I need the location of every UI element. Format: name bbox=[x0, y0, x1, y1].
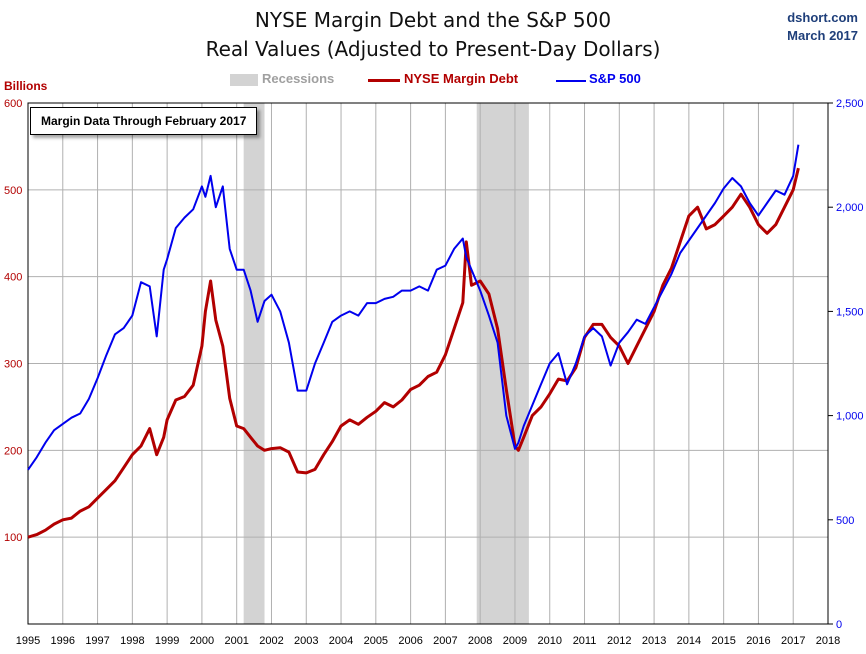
x-tick-label: 1997 bbox=[85, 635, 109, 647]
y-right-tick-label: 500 bbox=[836, 515, 854, 527]
x-tick-label: 2005 bbox=[364, 635, 388, 647]
credit-date: March 2017 bbox=[787, 28, 858, 43]
y-left-tick-label: 400 bbox=[4, 272, 22, 284]
x-tick-label: 2003 bbox=[294, 635, 318, 647]
x-tick-label: 2007 bbox=[433, 635, 457, 647]
x-tick-label: 1998 bbox=[120, 635, 144, 647]
chart-subtitle: Real Values (Adjusted to Present-Day Dol… bbox=[205, 37, 661, 61]
x-tick-label: 2002 bbox=[259, 635, 283, 647]
legend-label-margin: NYSE Margin Debt bbox=[404, 71, 519, 86]
x-tick-label: 1995 bbox=[16, 635, 40, 647]
x-tick-label: 2012 bbox=[607, 635, 631, 647]
x-tick-label: 1996 bbox=[51, 635, 75, 647]
x-tick-label: 2015 bbox=[711, 635, 735, 647]
y-right-tick-label: 1,000 bbox=[836, 411, 864, 423]
legend-label-recessions: Recessions bbox=[262, 71, 335, 86]
y-right-tick-label: 0 bbox=[836, 619, 842, 631]
x-tick-label: 2008 bbox=[468, 635, 492, 647]
x-tick-label: 2006 bbox=[398, 635, 422, 647]
x-tick-label: 2014 bbox=[677, 635, 701, 647]
legend-swatch-sp500 bbox=[556, 80, 586, 82]
legend-swatch-margin bbox=[368, 79, 400, 82]
y-left-tick-label: 300 bbox=[4, 359, 22, 371]
x-tick-label: 2017 bbox=[781, 635, 805, 647]
x-tick-label: 2009 bbox=[503, 635, 527, 647]
plot-frame bbox=[27, 102, 829, 625]
credit-site: dshort.com bbox=[787, 10, 858, 25]
y-right-tick-label: 1,500 bbox=[836, 306, 864, 318]
annotation-box: Margin Data Through February 2017 bbox=[30, 107, 258, 135]
x-tick-label: 2018 bbox=[816, 635, 840, 647]
y-axis-left-label: Billions bbox=[4, 79, 48, 93]
x-tick-label: 2004 bbox=[329, 635, 353, 647]
y-right-tick-label: 2,000 bbox=[836, 202, 864, 214]
x-tick-label: 2011 bbox=[573, 635, 597, 647]
y-left-tick-label: 200 bbox=[4, 445, 22, 457]
y-left-tick-label: 500 bbox=[4, 185, 22, 197]
sp500-line bbox=[27, 144, 800, 471]
y-left-tick-label: 600 bbox=[4, 98, 22, 110]
y-left-tick-label: 100 bbox=[4, 532, 22, 544]
legend-label-sp500: S&P 500 bbox=[589, 71, 641, 86]
chart-title: NYSE Margin Debt and the S&P 500 bbox=[254, 8, 612, 32]
legend-swatch-recessions bbox=[230, 74, 258, 86]
y-right-tick-label: 2,500 bbox=[836, 98, 864, 110]
x-tick-label: 2000 bbox=[190, 635, 214, 647]
x-tick-label: 2001 bbox=[224, 635, 248, 647]
x-tick-label: 2016 bbox=[746, 635, 770, 647]
x-tick-label: 2010 bbox=[537, 635, 561, 647]
x-tick-label: 2013 bbox=[642, 635, 666, 647]
x-tick-label: 1999 bbox=[155, 635, 179, 647]
margin-debt-line bbox=[27, 167, 800, 539]
